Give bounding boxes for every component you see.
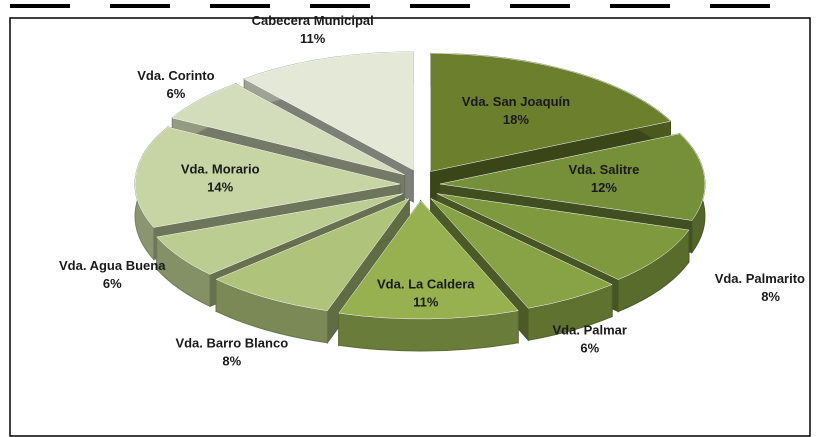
slice-label: Vda. La Caldera (377, 277, 475, 292)
pie-slice (430, 198, 613, 309)
slice-label: Vda. Morario (181, 161, 260, 176)
slice-value-label: 12% (591, 180, 617, 195)
pie-slice (439, 133, 706, 221)
slice-label: Vda. Barro Blanco (175, 335, 288, 350)
slice-label: Vda. San Joaquín (462, 94, 570, 109)
pie-slice (430, 53, 672, 172)
slice-value-label: 8% (761, 289, 780, 304)
slice-value-label: 6% (167, 86, 186, 101)
slice-value-label: 6% (103, 276, 122, 291)
slice-label: Vda. Palmarito (715, 271, 805, 286)
slice-label: Vda. Salitre (569, 162, 640, 177)
pie-slice (171, 83, 405, 176)
pie-slice (243, 51, 414, 171)
slice-value-label: 18% (503, 112, 529, 127)
slice-value-label: 8% (222, 353, 241, 368)
slice-value-label: 6% (580, 341, 599, 356)
slice-label: Vda. Palmar (553, 323, 627, 338)
slice-value-label: 14% (207, 179, 233, 194)
pie-slice (436, 193, 690, 280)
slice-value-label: 11% (300, 31, 326, 46)
pie-slice (338, 200, 519, 320)
slice-label: Vda. Agua Buena (59, 258, 166, 273)
pie-slice (215, 197, 411, 312)
pie-slice (156, 193, 404, 275)
pie-slice (134, 126, 401, 228)
slice-value-label: 11% (413, 295, 439, 310)
slice-label: Vda. Corinto (137, 68, 214, 83)
slice-label: Cabecera Municipal (252, 13, 374, 28)
